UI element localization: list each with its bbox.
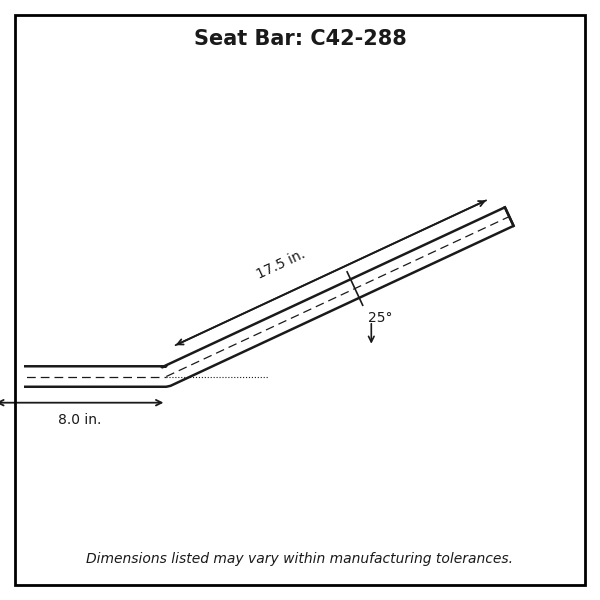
Text: 8.0 in.: 8.0 in. <box>58 413 101 427</box>
Text: 25°: 25° <box>368 311 393 325</box>
Text: 17.5 in.: 17.5 in. <box>254 247 308 282</box>
Polygon shape <box>0 207 514 387</box>
Text: Seat Bar: C42-288: Seat Bar: C42-288 <box>194 29 406 49</box>
Text: Dimensions listed may vary within manufacturing tolerances.: Dimensions listed may vary within manufa… <box>86 552 514 566</box>
